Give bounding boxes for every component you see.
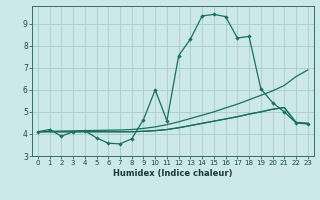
X-axis label: Humidex (Indice chaleur): Humidex (Indice chaleur) [113, 169, 233, 178]
